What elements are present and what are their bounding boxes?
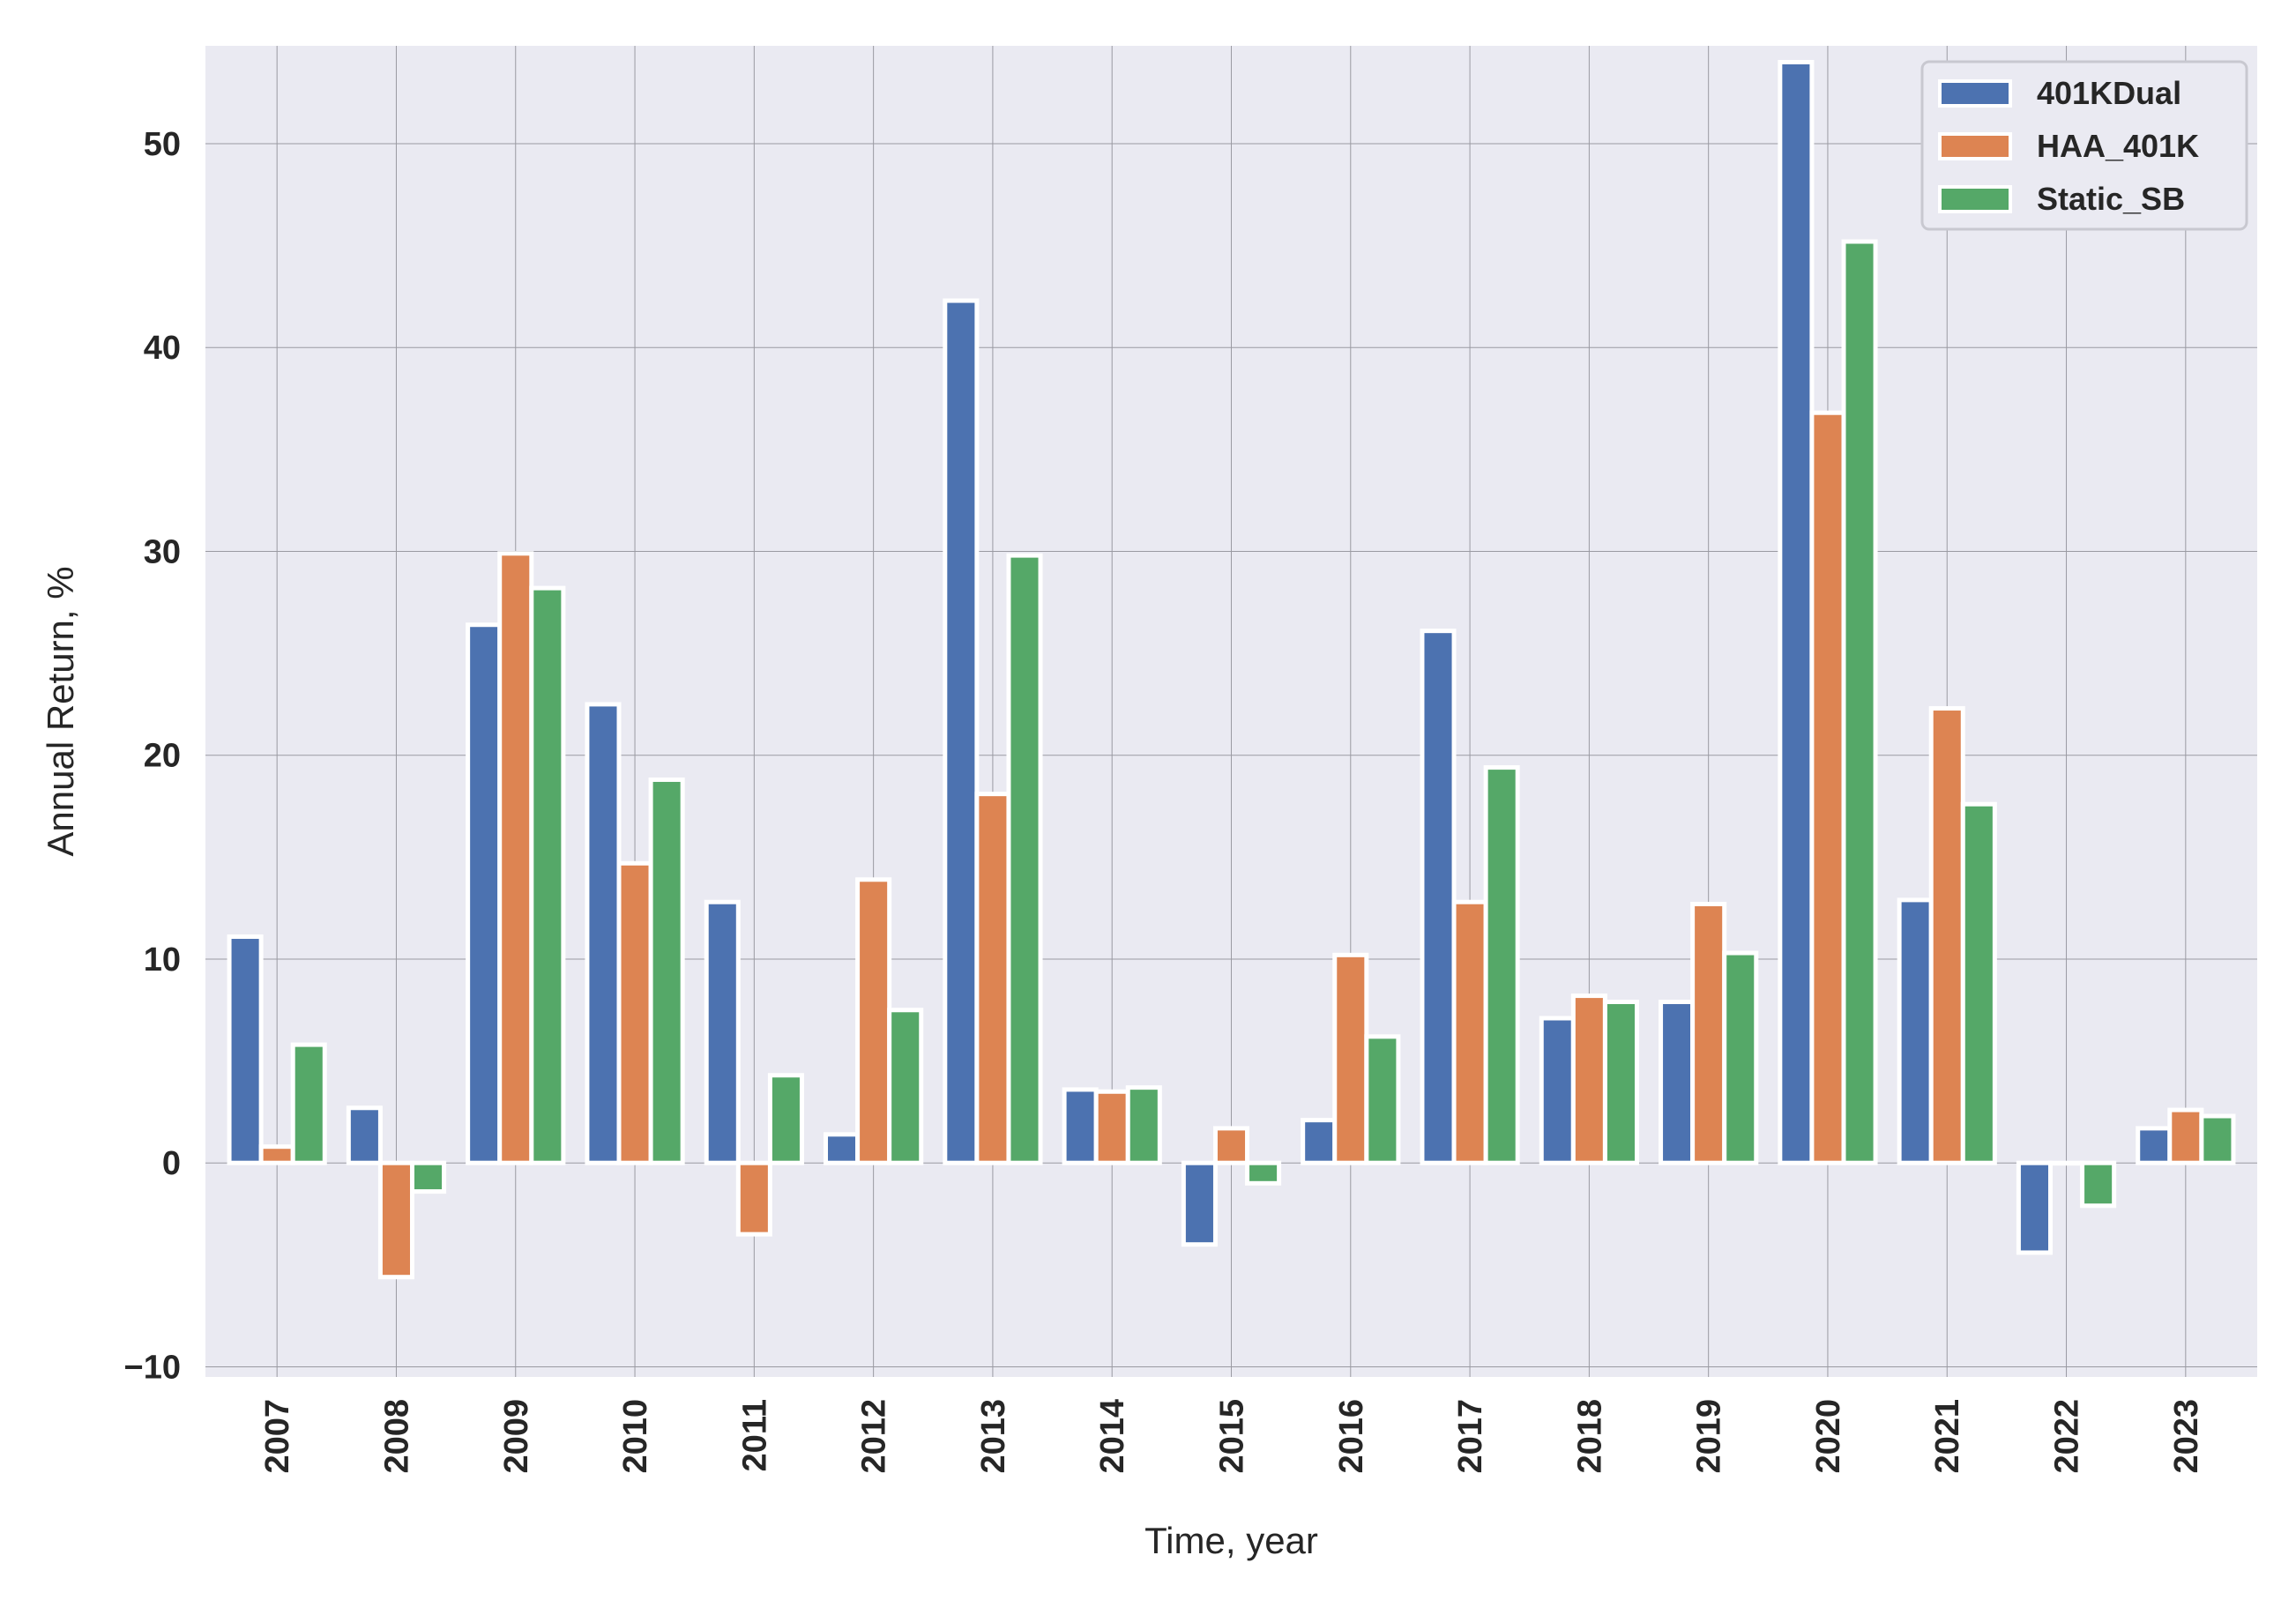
bar-Static_SB-2022 [2080,1160,2117,1209]
bar-HAA_401K-2018 [1570,993,1607,1165]
bars [227,59,2236,1280]
x-axis-title: Time, year [1144,1520,1318,1561]
bar-HAA_401K-2008 [377,1160,415,1280]
bar-401KDual-2014 [1062,1087,1099,1165]
bar-Static_SB-2014 [1125,1085,1162,1165]
bar-HAA_401K-2012 [855,877,892,1165]
bar-401KDual-2022 [2016,1160,2053,1255]
bar-401KDual-2018 [1539,1016,1576,1165]
bar-401KDual-2020 [1778,59,1815,1165]
bar-Static_SB-2018 [1602,1000,1639,1165]
x-tick-label: 2011 [736,1399,773,1471]
x-tick-label: 2021 [1929,1399,1966,1474]
tick-labels: −10 0 10 20 30 40 50 2007 2008 2009 2010 2011 2012 20… [124,126,2205,1474]
bar-401KDual-2012 [824,1132,861,1165]
bar-HAA_401K-2009 [497,551,534,1165]
bar-Static_SB-2021 [1960,801,1997,1165]
bar-Static_SB-2017 [1483,765,1520,1165]
x-tick-label: 2009 [498,1399,535,1474]
bar-401KDual-2019 [1659,1000,1696,1165]
bar-Static_SB-2015 [1245,1160,1282,1186]
bar-401KDual-2010 [585,702,622,1165]
bar-Static_SB-2007 [290,1042,327,1165]
x-tick-label: 2014 [1094,1399,1131,1474]
bar-HAA_401K-2010 [616,860,653,1165]
bar-Static_SB-2009 [529,585,566,1165]
y-tick-label: 40 [144,330,181,367]
y-tick-label: 50 [144,126,181,163]
legend: 401KDual HAA_401K Static_SB [1920,60,2248,231]
bar-401KDual-2008 [346,1105,383,1165]
bar-Static_SB-2010 [648,777,685,1165]
y-tick-label: 30 [144,533,181,570]
x-tick-label: 2010 [617,1399,654,1474]
legend-label-Static_SB: Static_SB [2037,181,2185,217]
legend-label-HAA_401K: HAA_401K [2037,128,2199,164]
bar-HAA_401K-2021 [1928,706,1965,1165]
bar-Static_SB-2020 [1841,239,1878,1165]
y-axis-title: Annual Return, % [40,566,81,856]
bar-401KDual-2007 [227,934,264,1165]
legend-swatch-HAA_401K [1938,132,2012,160]
bar-Static_SB-2012 [887,1008,924,1165]
bar-Static_SB-2008 [410,1160,447,1194]
y-tick-label: 10 [144,941,181,979]
legend-swatch-Static_SB [1938,185,2012,213]
bar-HAA_401K-2011 [735,1160,772,1237]
x-tick-label: 2023 [2168,1399,2205,1474]
bar-Static_SB-2023 [2199,1113,2236,1165]
x-tick-label: 2015 [1214,1399,1251,1474]
bar-401KDual-2009 [466,622,503,1165]
bar-HAA_401K-2019 [1690,902,1727,1165]
bar-401KDual-2017 [1420,629,1457,1165]
x-tick-label: 2016 [1333,1399,1370,1474]
bar-Static_SB-2011 [767,1073,804,1165]
bar-HAA_401K-2013 [974,792,1011,1165]
bar-Static_SB-2019 [1722,950,1759,1165]
x-tick-label: 2008 [378,1399,415,1474]
legend-label-401KDual: 401KDual [2037,75,2181,111]
bar-HAA_401K-2015 [1212,1126,1250,1165]
bar-401KDual-2013 [943,298,980,1165]
x-tick-label: 2013 [975,1399,1012,1474]
bar-Static_SB-2013 [1006,553,1043,1165]
x-tick-label: 2007 [259,1399,296,1474]
x-tick-label: 2012 [856,1399,893,1474]
y-tick-label: 0 [162,1145,181,1182]
bar-401KDual-2015 [1181,1160,1218,1247]
bar-401KDual-2016 [1301,1118,1338,1165]
bar-HAA_401K-2017 [1451,899,1488,1165]
x-tick-label: 2022 [2049,1399,2086,1474]
x-tick-label: 2017 [1452,1399,1489,1474]
y-tick-label: −10 [124,1349,181,1386]
bar-401KDual-2021 [1897,897,1934,1165]
bar-HAA_401K-2020 [1809,410,1846,1165]
bar-HAA_401K-2014 [1093,1089,1130,1165]
bar-HAA_401K-2022 [2047,1160,2085,1166]
bar-401KDual-2011 [704,899,741,1165]
bar-HAA_401K-2007 [258,1144,295,1165]
x-tick-label: 2018 [1571,1399,1608,1474]
bar-HAA_401K-2023 [2167,1107,2204,1165]
x-tick-label: 2020 [1810,1399,1847,1474]
legend-swatch-401KDual [1938,79,2012,108]
bar-401KDual-2023 [2136,1126,2173,1165]
bar-Static_SB-2016 [1364,1034,1401,1165]
x-tick-label: 2019 [1691,1399,1728,1474]
bar-HAA_401K-2016 [1332,952,1369,1165]
y-tick-label: 20 [144,738,181,775]
